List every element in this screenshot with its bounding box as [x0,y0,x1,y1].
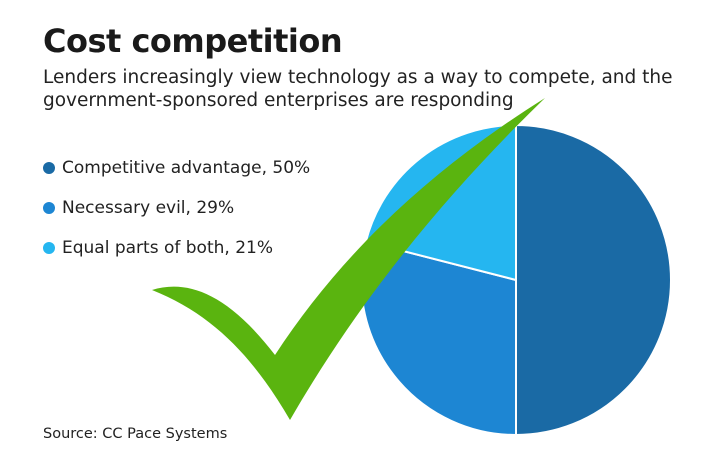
legend-item-necessary-evil: Necessary evil, 29% [43,188,310,228]
checkmark-icon [152,98,545,420]
legend: Competitive advantage, 50% Necessary evi… [43,148,310,268]
pie-slice-competitive-advantage [515,123,672,437]
legend-swatch [43,162,55,174]
legend-swatch [43,242,55,254]
source-note: Source: CC Pace Systems [43,426,228,442]
legend-swatch [43,202,55,214]
legend-item-competitive-advantage: Competitive advantage, 50% [43,148,310,188]
pie-slices [360,123,672,437]
legend-label: Necessary evil, 29% [62,198,235,218]
legend-item-equal-parts: Equal parts of both, 21% [43,228,310,268]
chart-title: Cost competition [43,22,343,60]
chart-subtitle: Lenders increasingly view technology as … [43,67,673,111]
legend-label: Competitive advantage, 50% [62,158,311,178]
legend-label: Equal parts of both, 21% [62,238,273,258]
